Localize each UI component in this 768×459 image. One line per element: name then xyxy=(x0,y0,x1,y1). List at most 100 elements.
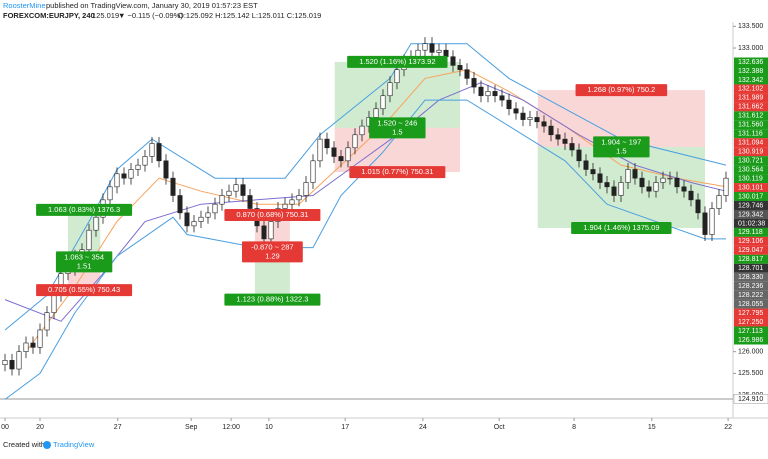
price-tag-bg xyxy=(734,156,768,166)
candle-body xyxy=(107,186,113,201)
candle-body xyxy=(198,216,204,222)
price-tag-bg xyxy=(734,335,768,345)
position-label: 1.904 ~ 197 xyxy=(601,137,641,146)
price-tag: 129.106 xyxy=(738,238,763,245)
price-tag-bg xyxy=(734,75,768,85)
candle-body xyxy=(576,149,582,162)
logo xyxy=(43,441,51,449)
price-tag-bg xyxy=(734,308,768,318)
candle-body xyxy=(492,91,498,97)
price-tag: 131.116 xyxy=(738,131,763,138)
price-tag-bg xyxy=(734,129,768,139)
position-label-bg xyxy=(36,203,133,216)
candle-body xyxy=(233,184,239,192)
footer-brand[interactable]: TradingView xyxy=(53,440,95,449)
position-label: -0.870 ~ 287 xyxy=(251,242,293,251)
candle-body xyxy=(352,134,358,149)
candle-body xyxy=(303,182,309,196)
price-tag-bg xyxy=(734,57,768,67)
candle-body xyxy=(548,125,554,136)
price-tag-bg xyxy=(734,245,768,255)
price-tag: 132.342 xyxy=(738,77,763,84)
x-tick-label: 8 xyxy=(572,424,576,431)
candle-body xyxy=(485,91,491,97)
candle-body xyxy=(674,177,680,188)
published: published on TradingView.com, January 30… xyxy=(46,1,258,10)
position-label: 1.29 xyxy=(265,251,280,260)
candle-body xyxy=(2,360,8,365)
candle-body xyxy=(562,138,568,144)
x-tick-label: 12:00 xyxy=(222,424,240,431)
price-tag: 129.047 xyxy=(738,247,763,254)
candle-body xyxy=(688,190,694,201)
y-tick-label: 133.500 xyxy=(738,23,763,30)
author[interactable]: RoosterMine xyxy=(3,1,46,10)
position-label-bg xyxy=(349,166,446,179)
candle-body xyxy=(86,229,92,251)
position-label-bg xyxy=(347,55,448,68)
position-label: 1.268 (0.97%) 750.2 xyxy=(587,85,655,94)
price-tag-bg xyxy=(734,66,768,76)
price-tag: 130.017 xyxy=(738,193,763,200)
price-tag: 128.236 xyxy=(738,283,763,290)
position-label-bg xyxy=(575,84,668,97)
candle-body xyxy=(457,65,463,71)
price-tag: 01:02:38 xyxy=(738,220,765,227)
price-tag-bg xyxy=(734,111,768,121)
candle-body xyxy=(429,43,435,53)
candle-body xyxy=(583,160,589,170)
candle-body xyxy=(30,342,36,348)
candle-body xyxy=(296,195,302,201)
candle-body xyxy=(310,160,316,183)
position-label: 1.063 ~ 354 xyxy=(64,252,104,261)
position-label: 1.5 xyxy=(616,146,626,155)
candle-body xyxy=(380,95,386,110)
positions xyxy=(67,61,705,300)
price-tag-bg xyxy=(734,138,768,148)
candle-body xyxy=(499,95,505,101)
position-label-bg xyxy=(224,293,321,306)
candle-body xyxy=(44,312,50,331)
price-tag: 130.564 xyxy=(738,166,763,173)
x-tick-label: Sep xyxy=(185,424,198,431)
candle-body xyxy=(261,225,267,240)
change: ▼ −0.115 (−0.09%) xyxy=(118,11,183,20)
footer-text: Created with xyxy=(3,440,45,449)
position-label-bg xyxy=(593,136,650,158)
price-tag: 128.055 xyxy=(738,301,763,308)
price-tag: 129.746 xyxy=(738,202,763,209)
price-tag-bg xyxy=(734,254,768,264)
candle-body xyxy=(345,147,351,162)
candle-body xyxy=(142,156,148,166)
candle-body xyxy=(527,117,533,120)
candle-body xyxy=(611,186,617,196)
candle-body xyxy=(506,99,512,110)
position-label: 1.015 (0.77%) 750.31 xyxy=(361,167,433,176)
price-tag-bg xyxy=(734,165,768,175)
candle-body xyxy=(716,195,722,209)
position-label-bg xyxy=(55,251,113,273)
candle-body xyxy=(226,190,232,196)
price-tag: 130.101 xyxy=(738,184,763,191)
price-tag: 130.919 xyxy=(738,149,763,156)
x-tick-label: 17 xyxy=(341,424,349,431)
price-tag: 130.119 xyxy=(738,175,763,182)
price-tag-bg xyxy=(734,227,768,237)
price-tag-bg xyxy=(734,147,768,157)
candle-body xyxy=(51,294,57,313)
candle-body xyxy=(618,182,624,196)
position-label-bg xyxy=(36,284,133,297)
candle-body xyxy=(569,143,575,151)
position-label-bg xyxy=(571,222,672,235)
price-tag-bg xyxy=(734,326,768,336)
candle-body xyxy=(415,49,421,58)
candle-body xyxy=(240,184,246,196)
candle-body xyxy=(639,177,645,188)
candle-body xyxy=(702,212,708,235)
price-tag: 129.342 xyxy=(738,211,763,218)
x-tick-label: 00 xyxy=(1,424,9,431)
candle-body xyxy=(219,195,225,205)
price-tag-bg xyxy=(734,299,768,309)
price-tag-bg xyxy=(734,236,768,246)
price-tag-bg xyxy=(734,263,768,273)
